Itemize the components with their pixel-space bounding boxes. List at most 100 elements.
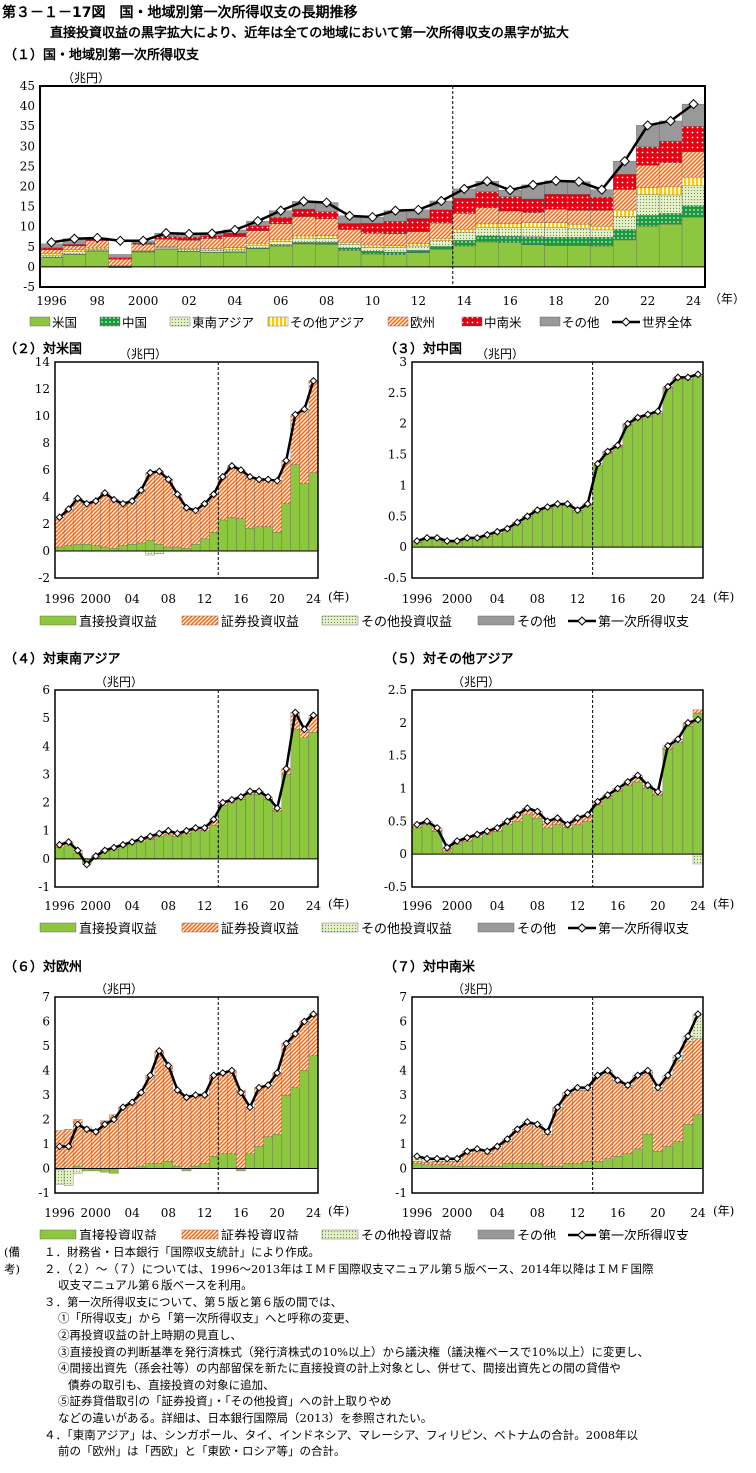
- bar-segment: [613, 239, 637, 268]
- bar-segment: [54, 847, 65, 860]
- bar-segment: [145, 550, 155, 556]
- bar-segment: [406, 252, 430, 268]
- legend-label: 直接投資収益: [79, 921, 157, 937]
- total-marker: [674, 373, 682, 382]
- total-marker: [543, 1127, 552, 1136]
- total-marker: [164, 1061, 173, 1070]
- x-axis-unit: (年): [328, 1204, 349, 1218]
- total-marker: [91, 852, 100, 860]
- x-tick-label: 14: [457, 294, 473, 308]
- bar-segment: [245, 476, 255, 529]
- y-tick-label: -0.5: [384, 880, 407, 894]
- legend-label: 直接投資収益: [79, 614, 157, 630]
- bar-segment: [658, 194, 683, 214]
- bar-segment: [681, 216, 706, 268]
- y-tick-label: 1: [399, 782, 407, 796]
- y-axis-unit: （兆円）: [119, 347, 167, 361]
- bar-segment: [475, 207, 499, 225]
- total-marker: [155, 829, 164, 838]
- bar-segment: [109, 1168, 119, 1174]
- bar-segment: [590, 237, 614, 247]
- bar-segment: [308, 472, 319, 552]
- total-marker: [653, 787, 662, 796]
- bar-segment: [263, 526, 273, 552]
- bar-segment: [136, 542, 146, 552]
- bar-segment: [290, 729, 301, 860]
- y-tick-label: 1.5: [388, 749, 407, 763]
- total-marker: [503, 524, 512, 533]
- total-marker: [255, 787, 263, 796]
- x-axis-unit: （年）: [709, 292, 745, 306]
- total-marker: [390, 205, 401, 216]
- total-marker: [533, 807, 542, 816]
- total-marker: [503, 817, 512, 826]
- total-marker: [209, 490, 218, 499]
- bar-segment: [308, 1014, 319, 1056]
- bar-segment: [127, 544, 137, 552]
- bar-segment: [532, 817, 543, 855]
- y-tick-label: -0.5: [384, 571, 407, 585]
- bar-segment: [632, 419, 643, 548]
- bar-segment: [421, 1162, 433, 1165]
- bar-segment: [218, 519, 228, 552]
- total-marker: [436, 195, 447, 207]
- bar-segment: [272, 531, 282, 552]
- figure-title: 第３－１－17図 国・地域別第一次所得収支の長期推移: [2, 5, 358, 21]
- bar-segment: [532, 1126, 543, 1164]
- total-marker: [413, 537, 421, 545]
- legend-label: その他アジア: [290, 315, 365, 330]
- bar-segment: [482, 1153, 493, 1167]
- total-marker: [309, 1010, 318, 1019]
- legend-diamond-icon: [621, 317, 631, 327]
- y-tick-label: 7: [42, 990, 50, 1004]
- note-line: 債券の取引も、直接投資の対象に追加、: [68, 1377, 275, 1392]
- bar-segment: [72, 544, 83, 552]
- bar-segment: [154, 544, 164, 552]
- total-marker: [653, 407, 662, 416]
- total-marker: [483, 530, 492, 539]
- total-marker: [227, 795, 236, 804]
- bar-segment: [512, 821, 523, 855]
- bar-segment: [567, 245, 591, 268]
- bar-segment: [209, 531, 219, 552]
- x-tick-label: 1996: [44, 899, 75, 913]
- bar-segment: [462, 1153, 473, 1167]
- legend-swatch: [39, 922, 77, 933]
- legend-item: 米国: [29, 315, 77, 330]
- total-marker: [237, 466, 245, 474]
- legend-label: その他投資収益: [361, 614, 452, 630]
- bar-segment: [299, 409, 310, 484]
- total-marker: [453, 537, 462, 545]
- bar-segment: [498, 227, 522, 237]
- x-tick-label: 20: [650, 1206, 665, 1220]
- total-marker: [200, 823, 209, 832]
- legend-label: 米国: [52, 315, 77, 330]
- y-tick-label: 35: [20, 119, 35, 133]
- bar-segment: [200, 238, 224, 249]
- y-tick-label: 3: [42, 767, 50, 781]
- bar-segment: [177, 240, 201, 249]
- total-marker: [137, 1088, 146, 1097]
- y-tick-label: 10: [20, 220, 35, 234]
- bar-segment: [406, 245, 430, 251]
- total-marker: [642, 120, 653, 131]
- total-marker: [493, 1142, 502, 1151]
- x-axis-unit: (年): [328, 590, 349, 604]
- total-marker: [459, 183, 470, 195]
- total-marker: [264, 475, 273, 484]
- bar-segment: [582, 1089, 593, 1162]
- bar-segment: [136, 1092, 146, 1167]
- x-tick-label: 04: [124, 899, 140, 913]
- bar-segment: [209, 494, 219, 533]
- bar-segment: [227, 465, 237, 518]
- total-marker: [191, 1091, 200, 1099]
- bar-segment: [218, 805, 228, 860]
- total-marker: [64, 1142, 73, 1151]
- bar-segment: [662, 1077, 674, 1147]
- chart-3: -0.5 0 0.5 1 1.5 2 2.5 3 （兆円） 1996 2000 04 08 12 16 20 2…: [384, 347, 735, 606]
- bar-segment: [281, 503, 291, 552]
- legend-item: 証券投資収益: [181, 614, 299, 630]
- x-tick-label: 24: [306, 592, 322, 606]
